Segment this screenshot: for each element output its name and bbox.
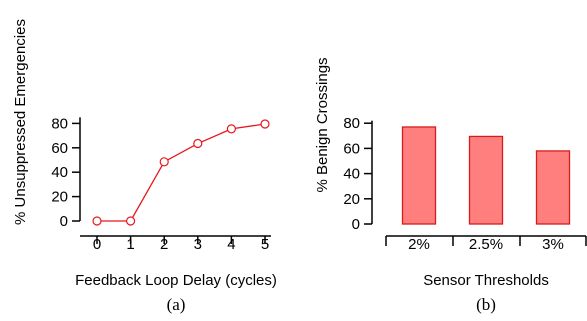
y-tick-label: 40 [343,166,360,183]
x-tick-label: 3% [542,236,564,253]
data-point [126,216,136,226]
chart-a-unsuppressed-emergencies: 0 20 40 60 80 0 1 2 3 4 5 % Unsuppressed Emergencie… [12,19,277,314]
y-tick-label: 80 [343,115,360,132]
y-tick-label: 60 [343,140,360,157]
caption-a: (a) [167,295,186,314]
x-tick-label: 3 [194,236,202,253]
y-tick-label: 40 [51,164,68,181]
x-tick-label: 0 [93,236,101,253]
data-point [193,138,203,149]
x-tick-label: 5 [261,236,269,253]
bar [468,135,504,225]
caption-b: (b) [476,295,496,314]
y-tick-label: 20 [51,189,68,206]
x-tick-label: 4 [227,236,235,253]
y-tick-label: 20 [343,191,360,208]
chart-b-benign-crossings: 0 20 40 60 80 2% 2.5% 3% % Benign Crossings Senso… [314,57,587,314]
data-point [159,157,169,167]
y-axis-label: % Unsuppressed Emergencies [12,19,29,225]
y-tick-label: 60 [51,140,68,157]
x-tick-label: 2 [160,236,168,253]
x-axis-label: Feedback Loop Delay (cycles) [75,272,277,289]
bar [401,126,437,225]
y-tick-label: 80 [51,115,68,132]
series-line [97,123,266,222]
data-point [226,124,236,134]
y-tick-label: 0 [352,216,360,233]
data-point [260,119,270,129]
y-tick-label: 0 [60,213,68,230]
x-tick-label: 2.5% [469,236,503,253]
x-tick-label: 1 [126,236,134,253]
bar [535,150,571,225]
x-axis-label: Sensor Thresholds [423,272,549,289]
data-point [92,216,102,226]
x-tick-label: 2% [408,236,430,253]
y-axis-label: % Benign Crossings [314,57,331,192]
